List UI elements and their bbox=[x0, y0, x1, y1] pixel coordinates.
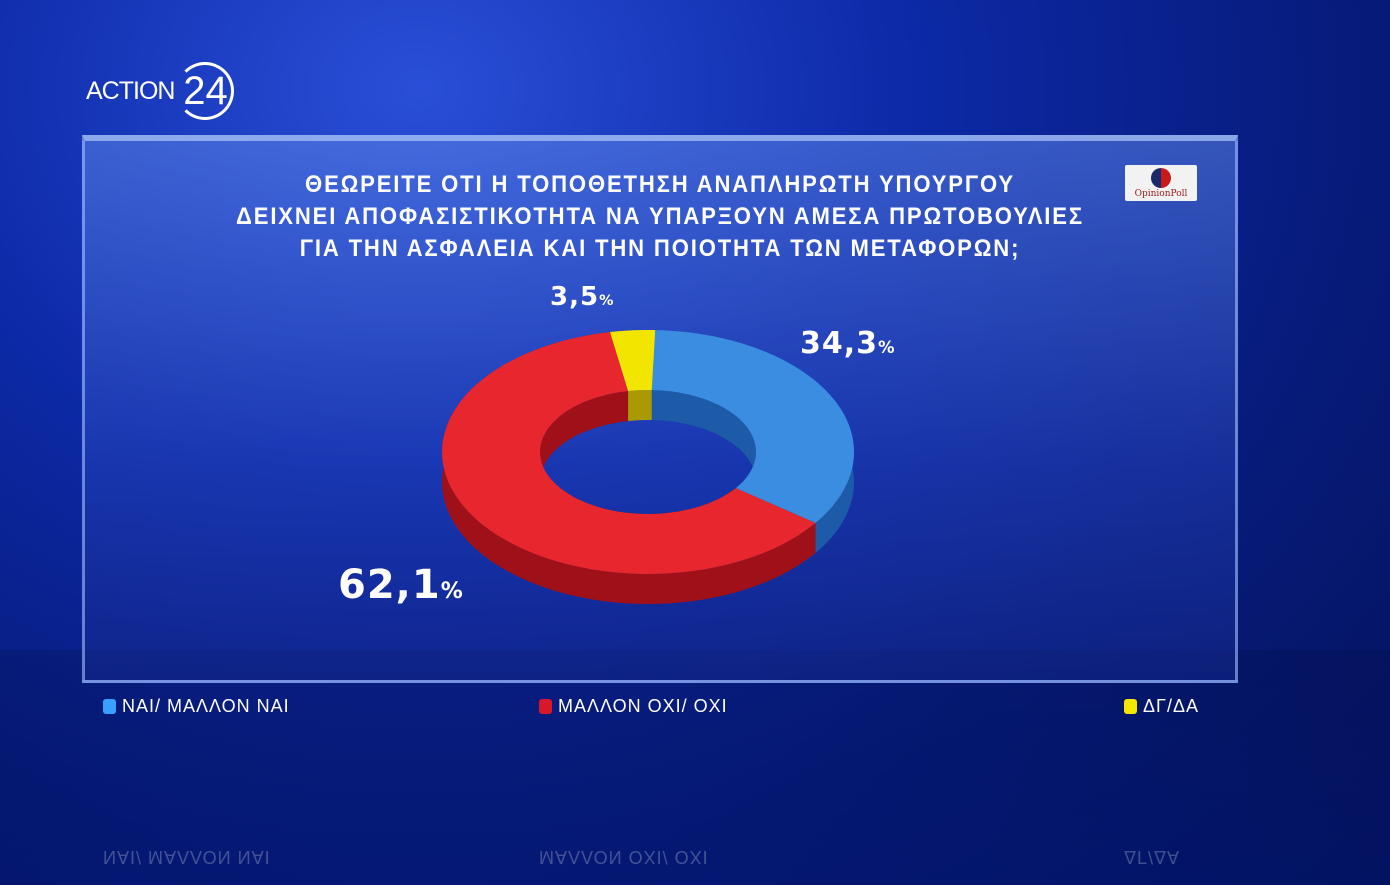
legend-item-no: ΜΑΛΛΟΝ ΟΧΙ/ ΟΧΙ bbox=[539, 696, 728, 717]
slice-0 bbox=[651, 330, 854, 523]
floor-reflection-area bbox=[0, 650, 1390, 885]
slice-inner-side-2 bbox=[628, 390, 652, 422]
slice-inner-side-0 bbox=[651, 390, 756, 519]
data-label-no: 62,1% bbox=[338, 562, 464, 608]
title-line: ΔΕΙΧΝΕΙ ΑΠΟΦΑΣΙΣΤΙΚΟΤΗΤΑ ΝΑ ΥΠΑΡΞΟΥΝ ΑΜΕ… bbox=[236, 203, 1084, 230]
slice-1 bbox=[442, 332, 816, 574]
legend-item-dk: ΔΓ/ΔΑ bbox=[1124, 696, 1199, 717]
legend-reflection: ΜΑΛΛΟΝ ΟΧΙ/ ΟΧΙ bbox=[539, 847, 709, 867]
data-label-dk: 3,5% bbox=[550, 282, 615, 312]
legend-reflection: ΔΓ/ΔΑ bbox=[1124, 847, 1180, 867]
slice-2 bbox=[610, 330, 656, 392]
title-line: ΓΙΑ ΤΗΝ ΑΣΦΑΛΕΙΑ ΚΑΙ ΤΗΝ ΠΟΙΟΤΗΤΑ ΤΩΝ ΜΕ… bbox=[299, 235, 1021, 262]
legend-item-yes: ΝΑΙ/ ΜΑΛΛΟΝ ΝΑΙ bbox=[103, 696, 290, 717]
title-line: ΘΕΩΡΕΙΤΕ ΟΤΙ Η ΤΟΠΟΘΕΤΗΣΗ ΑΝΑΠΛΗΡΩΤΗ ΥΠΟ… bbox=[305, 171, 1015, 198]
logo-number: 24 bbox=[176, 62, 235, 120]
action24-logo: ACTION 24 bbox=[86, 62, 235, 120]
opinionpoll-logo: OpinionPoll bbox=[1125, 165, 1197, 201]
legend-reflection: ΝΑΙ/ ΜΑΛΛΟΝ ΝΑΙ bbox=[103, 847, 271, 867]
chart-title: ΘΕΩΡΕΙΤΕ ΟΤΙ Η ΤΟΠΟΘΕΤΗΣΗ ΑΝΑΠΛΗΡΩΤΗ ΥΠΟ… bbox=[131, 169, 1189, 265]
data-label-yes: 34,3% bbox=[800, 326, 896, 361]
logo-text: ACTION bbox=[86, 76, 175, 105]
